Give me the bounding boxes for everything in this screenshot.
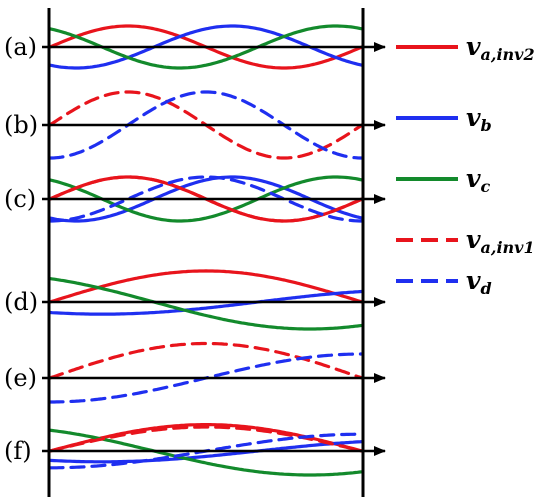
legend-subscript: d [481, 279, 492, 298]
curve-vd [48, 175, 364, 223]
legend-label-vb: vb [466, 103, 492, 135]
legend-label-vc: vc [466, 164, 491, 196]
curves-layer [48, 24, 364, 477]
legend-symbol: v [466, 103, 481, 132]
curve-vb [48, 440, 364, 464]
curve-va-inv1 [48, 425, 364, 453]
panel-label: (c) [4, 185, 36, 213]
legend-label-vd: vd [466, 266, 492, 298]
curve-vd [48, 90, 364, 160]
legend-symbol: v [466, 164, 481, 193]
legend-symbol: v [466, 225, 481, 254]
curve-vc [48, 277, 364, 331]
panel-label: (a) [4, 33, 37, 61]
legend-symbol: v [466, 266, 481, 295]
legend-subscript: a,inv1 [481, 238, 535, 257]
curve-vb [48, 289, 364, 316]
legend-subscript: a,inv2 [481, 45, 535, 64]
curve-va-inv2 [48, 269, 364, 304]
legend-subscript: b [481, 116, 492, 135]
legend-label-va-inv2: va,inv2 [466, 32, 535, 64]
curve-va-inv1 [48, 175, 364, 223]
panel-labels: (a) (b) (c) (d) (e) (f) [4, 33, 38, 465]
panel-label: (d) [4, 288, 38, 316]
axes-layer [42, 8, 386, 497]
panel-label: (b) [4, 111, 38, 139]
panel-label: (f) [4, 437, 32, 465]
legend-symbol: v [466, 32, 481, 61]
legend-label-va-inv1: va,inv1 [466, 225, 535, 257]
panel-label: (e) [4, 364, 37, 392]
curve-va-inv1 [48, 341, 364, 380]
legend-subscript: c [481, 177, 491, 196]
